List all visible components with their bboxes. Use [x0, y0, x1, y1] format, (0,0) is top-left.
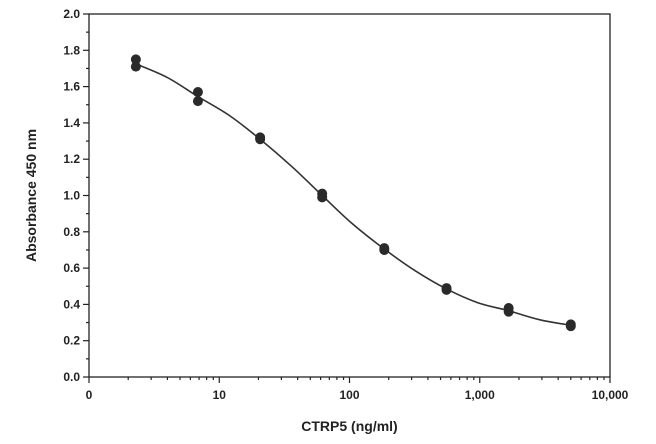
data-point: [441, 284, 452, 295]
x-tick-label: 100: [339, 388, 359, 402]
y-tick-label: 1.0: [63, 189, 80, 203]
x-axis: 0 10 100 1,000 10,000: [86, 377, 629, 402]
y-tick-label: 1.2: [63, 152, 80, 166]
data-points: [130, 54, 576, 332]
y-tick-label: 0.0: [63, 370, 80, 384]
y-tick-label: 0.4: [63, 297, 80, 311]
y-tick-label: 1.6: [63, 80, 80, 94]
plot-frame: [88, 13, 611, 378]
data-point: [192, 87, 203, 98]
data-point: [503, 306, 514, 317]
y-tick-label: 1.4: [63, 116, 80, 130]
y-tick-label: 0.6: [63, 261, 80, 275]
y-tick-label: 0.2: [63, 334, 80, 348]
y-tick-label: 1.8: [63, 43, 80, 57]
data-point: [192, 96, 203, 107]
y-tick-label: 2.0: [63, 7, 80, 21]
data-point: [130, 61, 141, 72]
data-point: [317, 192, 328, 203]
y-axis: 0.0 0.2 0.4 0.6 0.8 1.0 1.2 1.4 1.6 1.8 2.0: [63, 7, 89, 384]
data-point: [379, 244, 390, 255]
x-tick-label: 1,000: [465, 388, 495, 402]
x-tick-label: 10,000: [592, 388, 629, 402]
y-axis-title: Absorbance 450 nm: [23, 129, 39, 262]
data-point: [130, 54, 141, 65]
x-tick-label: 0: [86, 388, 93, 402]
data-point: [255, 134, 266, 145]
x-axis-title: CTRP5 (ng/ml): [301, 418, 397, 434]
data-point: [565, 321, 576, 332]
y-tick-label: 0.8: [63, 225, 80, 239]
fit-curve: [135, 63, 571, 327]
x-tick-label: 10: [213, 388, 227, 402]
